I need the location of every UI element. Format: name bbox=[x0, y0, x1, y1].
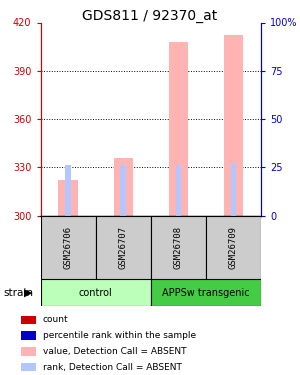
Bar bbox=[40, 216, 96, 279]
Bar bbox=[231, 164, 236, 216]
Bar bbox=[224, 35, 243, 216]
Text: GSM26707: GSM26707 bbox=[119, 226, 128, 269]
Text: control: control bbox=[79, 288, 112, 297]
Text: APPSw transgenic: APPSw transgenic bbox=[162, 288, 250, 297]
Bar bbox=[65, 165, 71, 216]
Bar bbox=[58, 180, 78, 216]
Bar bbox=[20, 347, 36, 355]
Text: strain: strain bbox=[3, 288, 33, 297]
Text: ▶: ▶ bbox=[24, 288, 33, 297]
Text: rank, Detection Call = ABSENT: rank, Detection Call = ABSENT bbox=[43, 363, 181, 372]
Bar bbox=[96, 216, 151, 279]
Bar bbox=[176, 165, 181, 216]
Text: value, Detection Call = ABSENT: value, Detection Call = ABSENT bbox=[43, 347, 186, 356]
Bar bbox=[206, 216, 261, 279]
Bar bbox=[151, 216, 206, 279]
Bar bbox=[120, 165, 126, 216]
Bar bbox=[169, 42, 188, 216]
Text: count: count bbox=[43, 315, 68, 324]
Bar bbox=[20, 332, 36, 340]
Bar bbox=[151, 279, 261, 306]
Bar bbox=[20, 363, 36, 371]
Bar bbox=[40, 279, 151, 306]
Text: GSM26708: GSM26708 bbox=[174, 226, 183, 269]
Text: percentile rank within the sample: percentile rank within the sample bbox=[43, 331, 196, 340]
Text: GSM26706: GSM26706 bbox=[64, 226, 73, 269]
Bar bbox=[113, 158, 133, 216]
Bar bbox=[20, 316, 36, 324]
Text: GDS811 / 92370_at: GDS811 / 92370_at bbox=[82, 9, 218, 23]
Text: GSM26709: GSM26709 bbox=[229, 226, 238, 269]
